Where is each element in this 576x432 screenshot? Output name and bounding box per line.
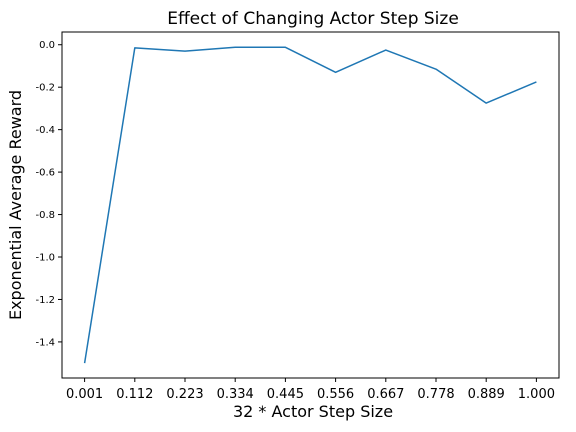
x-tick-label: 0.334 [217,387,254,402]
y-tick-label: -1.4 [35,337,55,348]
x-tick-label: 1.000 [518,387,555,402]
y-tick-label: -0.6 [35,168,55,179]
x-tick-label: 0.223 [166,387,203,402]
x-tick-label: 0.001 [66,387,103,402]
series-line [83,46,537,364]
y-tick-label: -1.2 [35,295,55,306]
x-axis: 0.001 0.112 0.223 0.334 0.445 0.556 0.667 0.778… [66,378,555,402]
y-tick-label: -1.0 [35,253,55,264]
x-axis-label: 32 * Actor Step Size [233,402,393,421]
x-tick-label: 0.445 [267,387,304,402]
y-axis: 0.0 -0.2 -0.4 -0.6 -0.8 -1.0 -1.2 -1.4 [35,40,62,348]
x-tick-label: 0.556 [317,387,354,402]
x-tick-label: 0.112 [116,387,153,402]
x-tick-label: 0.667 [367,387,404,402]
y-tick-label: -0.8 [35,210,55,221]
y-tick-label: 0.0 [39,40,55,51]
chart-title: Effect of Changing Actor Step Size [167,9,459,29]
x-tick-label: 0.778 [417,387,454,402]
y-tick-label: -0.2 [35,83,55,94]
y-axis-label: Exponential Average Reward [6,90,25,320]
plot-frame [61,31,560,379]
series-layer [83,46,537,364]
x-tick-label: 0.889 [468,387,505,402]
y-tick-label: -0.4 [35,125,55,136]
